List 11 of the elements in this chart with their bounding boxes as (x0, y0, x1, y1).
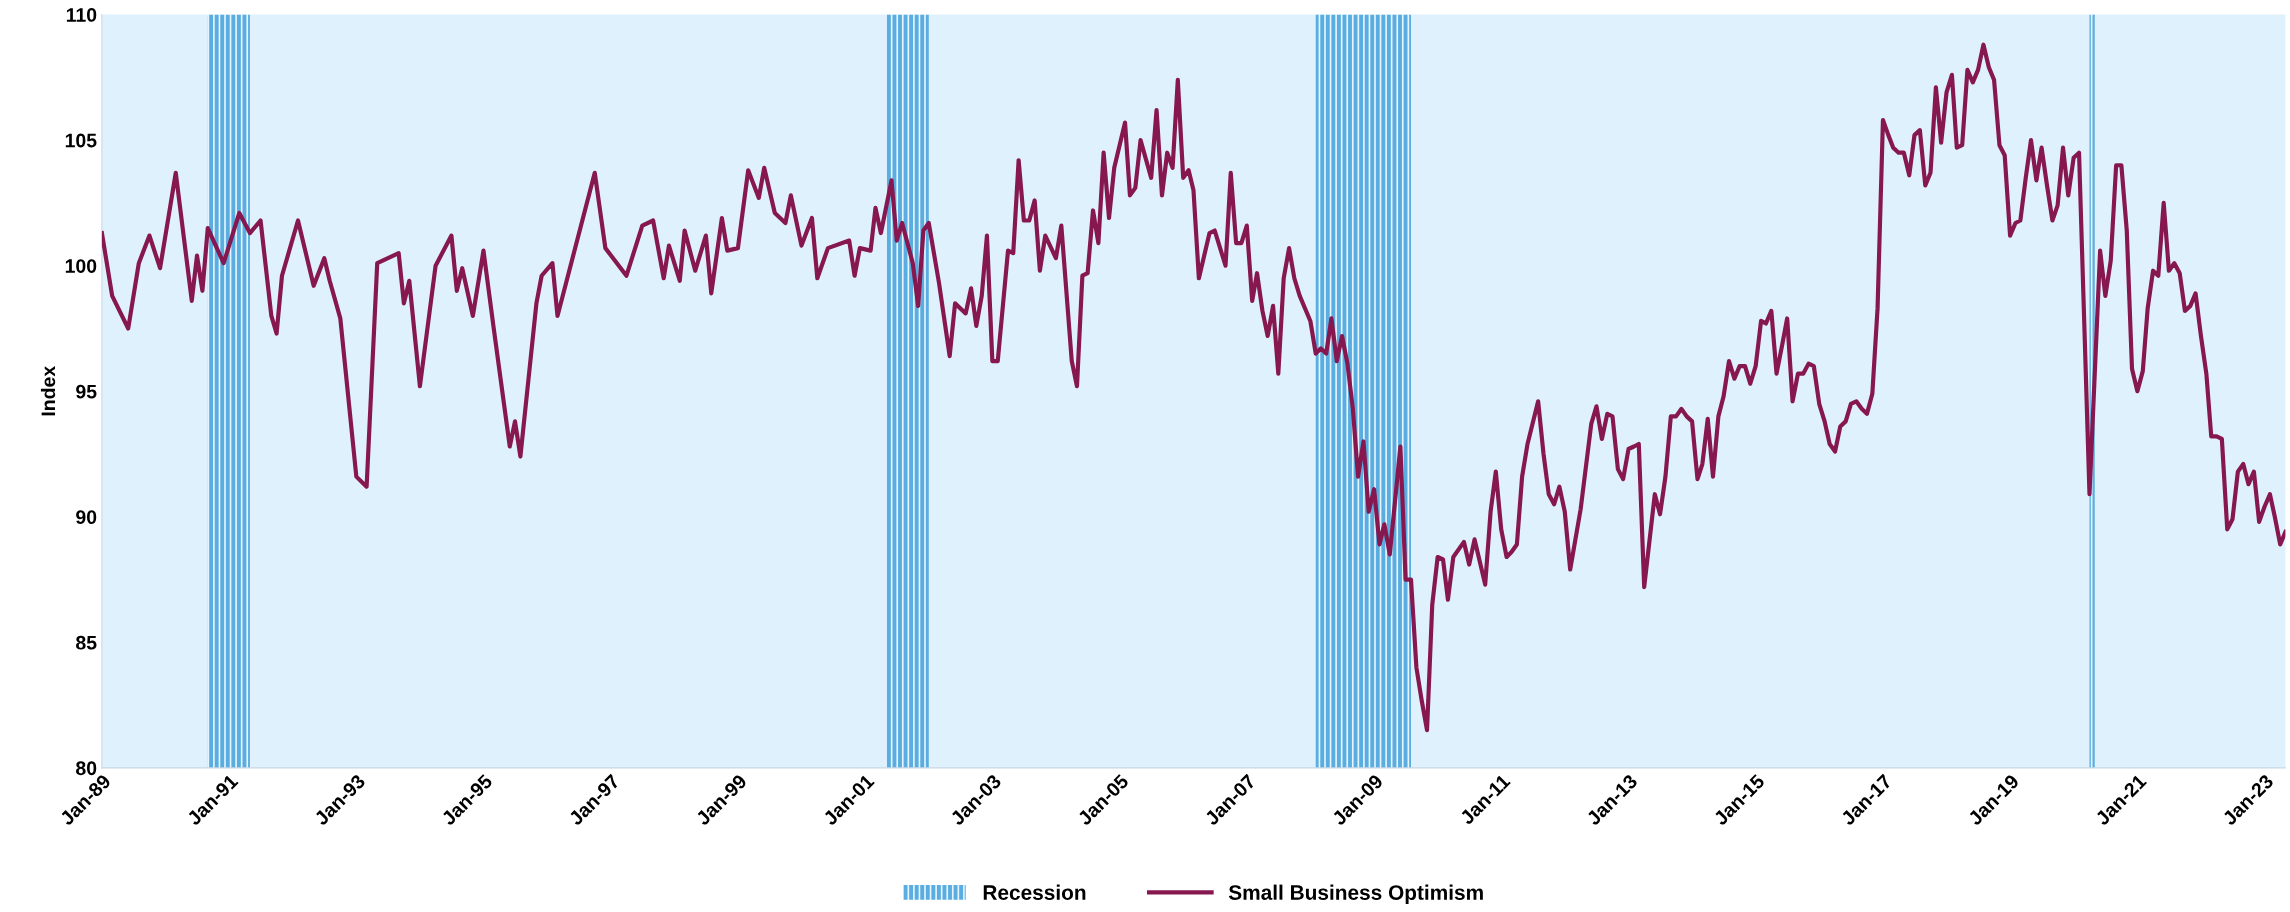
line-series (101, 42, 2286, 733)
y-tick-label: 80 (76, 761, 97, 776)
y-tick-label: 95 (76, 384, 97, 399)
y-tick-label: 90 (76, 510, 97, 525)
y-tick-label: 105 (65, 133, 97, 148)
y-axis-title: Index (40, 365, 56, 416)
legend-label: Recession (983, 884, 1086, 900)
y-tick-label: 85 (76, 635, 97, 650)
y-tick-label: 100 (65, 259, 97, 273)
y-tick-label: 110 (66, 8, 97, 22)
legend-label: Small Business Optimism (1228, 884, 1483, 905)
